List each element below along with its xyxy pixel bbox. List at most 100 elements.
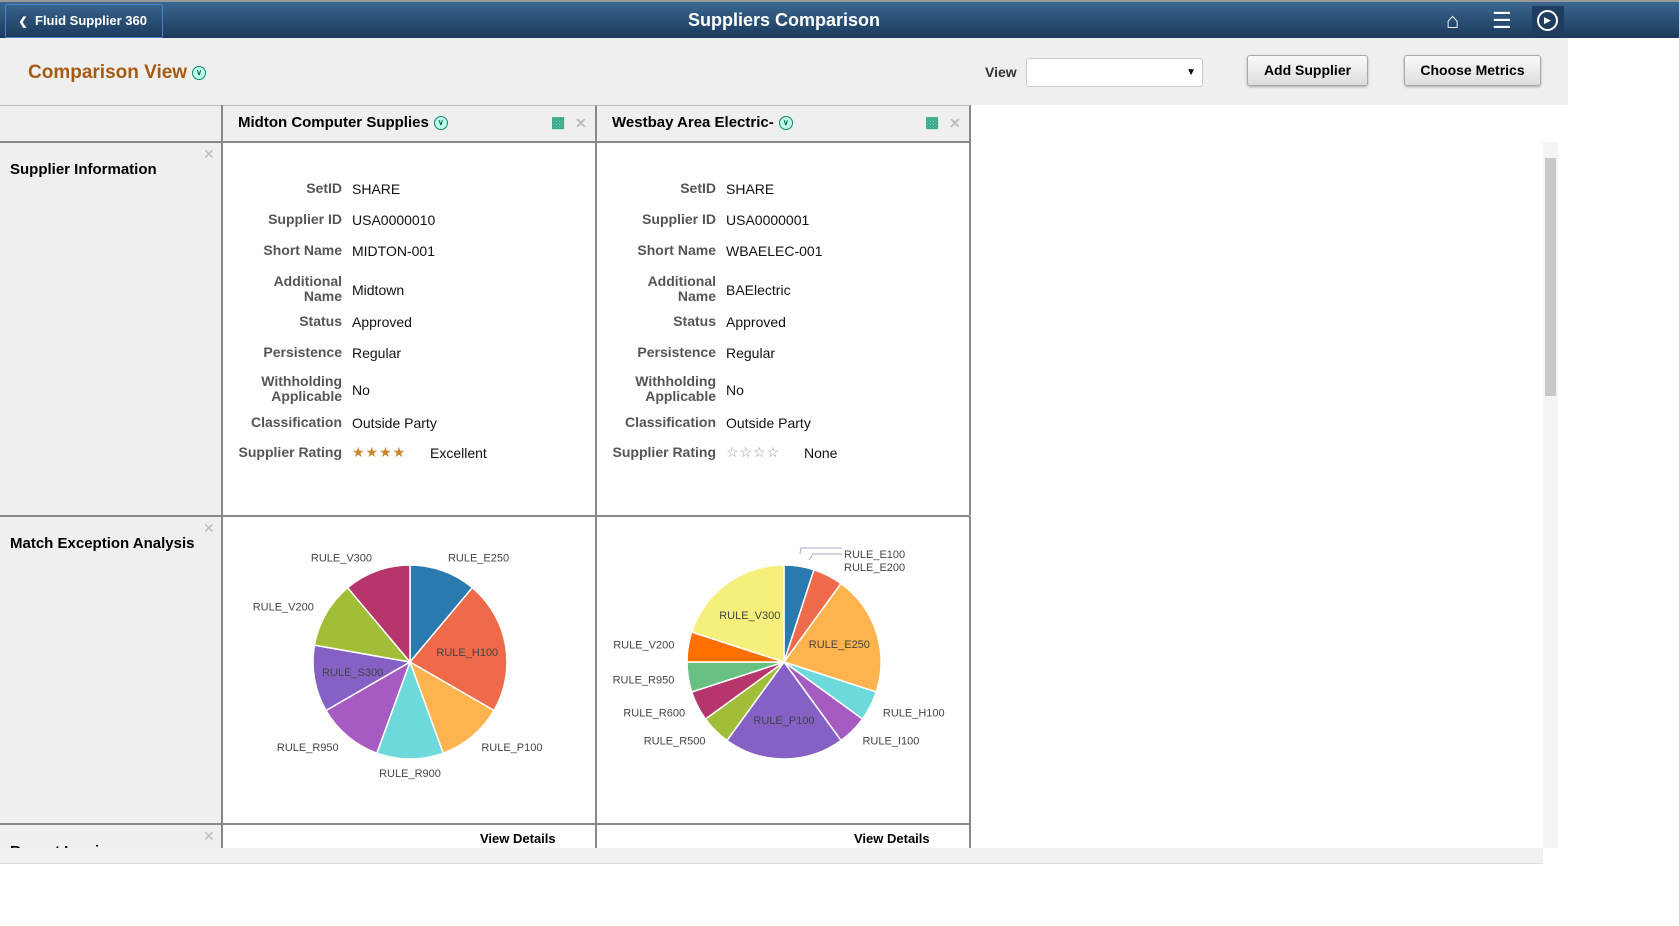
navbar-compass-icon[interactable]: ▶ <box>1532 6 1564 36</box>
toolbar: Comparison View ∨ View ▼ Add Supplier Cho… <box>0 38 1568 105</box>
pie-label: RULE_V200 <box>613 640 674 652</box>
pie-label: RULE_V300 <box>311 553 372 565</box>
scrollbar-thumb[interactable] <box>1545 158 1556 396</box>
pie-slice-rule-p100[interactable] <box>725 660 843 760</box>
supplier-column-header: Westbay Area Electric- ∨ ▩ ✕ <box>597 105 971 143</box>
rating-stars: ☆☆☆☆ <box>726 444 781 460</box>
choose-metrics-button[interactable]: Choose Metrics <box>1404 55 1541 86</box>
pie-label: RULE_R500 <box>644 735 706 747</box>
comparison-view-menu[interactable]: Comparison View ∨ <box>28 62 207 84</box>
close-icon[interactable]: ✕ <box>575 115 587 131</box>
page-header-title: Suppliers Comparison <box>687 10 881 30</box>
match-exception-cell: RULE_E250 RULE_H100 RULE_P100 RULE_R900 RULE… <box>223 516 597 824</box>
field-value: MIDTON-001 <box>352 243 435 259</box>
add-supplier-button[interactable]: Add Supplier <box>1247 55 1368 86</box>
pie-slice-rule-v300[interactable] <box>346 564 411 665</box>
field-label: Supplier Rating <box>238 444 342 460</box>
field-label: Short Name <box>263 242 342 258</box>
rating-text: None <box>804 445 838 461</box>
pie-label: RULE_E100 <box>844 549 905 561</box>
pie-slice-rule-p100[interactable] <box>408 660 496 755</box>
pie-label: RULE_R900 <box>379 768 441 780</box>
field-value: Regular <box>352 345 402 361</box>
field-value: Outside Party <box>352 415 437 431</box>
pie-slice-rule-e250[interactable] <box>782 582 882 693</box>
field-value: No <box>352 382 370 398</box>
supplier-info-cell: SetID SHARE Supplier ID USA0000001 Short Nam… <box>597 143 971 515</box>
back-button[interactable]: ❮ Fluid Supplier 360 <box>5 4 163 38</box>
horizontal-scrollbar[interactable] <box>0 848 1543 864</box>
chevron-down-icon[interactable]: ∨ <box>433 116 448 131</box>
view-select[interactable]: ▼ <box>1026 58 1203 87</box>
chart-icon[interactable]: ▩ <box>551 114 566 131</box>
pie-slice-rule-e250[interactable] <box>409 564 474 665</box>
recent-invoices-cell: View Details <box>597 824 971 850</box>
field-label: Supplier ID <box>268 211 342 227</box>
pie-chart: RULE_E250 RULE_H100 RULE_P100 RULE_R900 RULE… <box>253 553 543 780</box>
row-label-match-exception: Match Exception Analysis <box>10 535 195 552</box>
field-label: Classification <box>624 414 716 430</box>
pie-label: RULE_E250 <box>809 639 870 651</box>
back-label: Fluid Supplier 360 <box>35 13 147 28</box>
view-details-link[interactable]: View Details <box>480 831 556 846</box>
pie-label: RULE_P100 <box>753 715 814 727</box>
pie-slice-rule-r950[interactable] <box>324 660 412 755</box>
field-label: Additional Name <box>647 273 716 304</box>
view-details-link[interactable]: View Details <box>854 831 930 846</box>
field-label: SetID <box>306 180 342 196</box>
field-label: Status <box>299 313 342 329</box>
close-icon[interactable]: ✕ <box>203 146 215 162</box>
field-value: USA0000001 <box>726 212 810 228</box>
row-label-supplier-information: Supplier Information <box>10 161 157 178</box>
top-banner: ❮ Fluid Supplier 360 Suppliers Comparison… <box>0 0 1679 38</box>
pie-label: RULE_S300 <box>322 667 383 679</box>
field-label: Additional Name <box>273 273 342 304</box>
close-icon[interactable]: ✕ <box>203 520 215 536</box>
rating-text: Excellent <box>430 445 487 461</box>
pie-label: RULE_V200 <box>253 602 314 614</box>
field-label: Classification <box>250 414 342 430</box>
pie-slice-rule-v200[interactable] <box>313 586 412 664</box>
pie-label: RULE_R950 <box>277 742 339 754</box>
field-label: Status <box>673 313 716 329</box>
rating-stars: ★★★★ <box>352 444 407 460</box>
field-label: Withholding Applicable <box>261 373 342 404</box>
supplier-name[interactable]: Westbay Area Electric- <box>612 114 774 131</box>
pie-label: RULE_R600 <box>623 707 685 719</box>
chevron-down-icon[interactable]: ∨ <box>192 65 207 80</box>
row-divider <box>0 515 970 517</box>
dropdown-arrow-icon: ▼ <box>1186 67 1196 78</box>
field-value: No <box>726 382 744 398</box>
recent-invoices-cell: View Details <box>223 824 597 850</box>
chart-icon[interactable]: ▩ <box>925 114 940 131</box>
field-label: Short Name <box>637 242 716 258</box>
view-label: View <box>985 64 1017 80</box>
field-label: Withholding Applicable <box>635 373 716 404</box>
chevron-down-icon[interactable]: ∨ <box>778 116 793 131</box>
close-icon[interactable]: ✕ <box>949 115 961 131</box>
match-exception-cell: RULE_E100 RULE_E200 RULE_E250 RULE_H100 RULE… <box>597 516 971 824</box>
supplier-name[interactable]: Midton Computer Supplies <box>238 114 429 131</box>
pie-slice-rule-s300[interactable] <box>312 644 413 712</box>
field-value: Approved <box>352 314 412 330</box>
pie-label: RULE_P100 <box>481 742 542 754</box>
field-value: SHARE <box>352 181 401 197</box>
pie-slice-rule-r900[interactable] <box>375 659 445 760</box>
menu-icon[interactable]: ☰ <box>1492 8 1512 33</box>
field-value: Midtown <box>352 282 405 298</box>
pie-label: RULE_R950 <box>613 674 675 686</box>
field-value: SHARE <box>726 181 775 197</box>
field-value: WBAELEC-001 <box>726 243 823 259</box>
home-icon[interactable]: ⌂ <box>1446 8 1460 33</box>
field-value: USA0000010 <box>352 212 436 228</box>
vertical-scrollbar[interactable] <box>1543 142 1558 848</box>
field-label: Supplier ID <box>642 211 716 227</box>
pie-slice-rule-v300[interactable] <box>690 564 785 664</box>
supplier-column-header: Midton Computer Supplies ∨ ▩ ✕ <box>223 105 597 143</box>
field-value: Regular <box>726 345 776 361</box>
metric-labels-column: Supplier Information ✕ Match Exception A… <box>0 105 223 860</box>
close-icon[interactable]: ✕ <box>203 828 215 844</box>
pie-slice-rule-h100[interactable] <box>408 586 508 712</box>
pie-label: RULE_E250 <box>448 553 509 565</box>
